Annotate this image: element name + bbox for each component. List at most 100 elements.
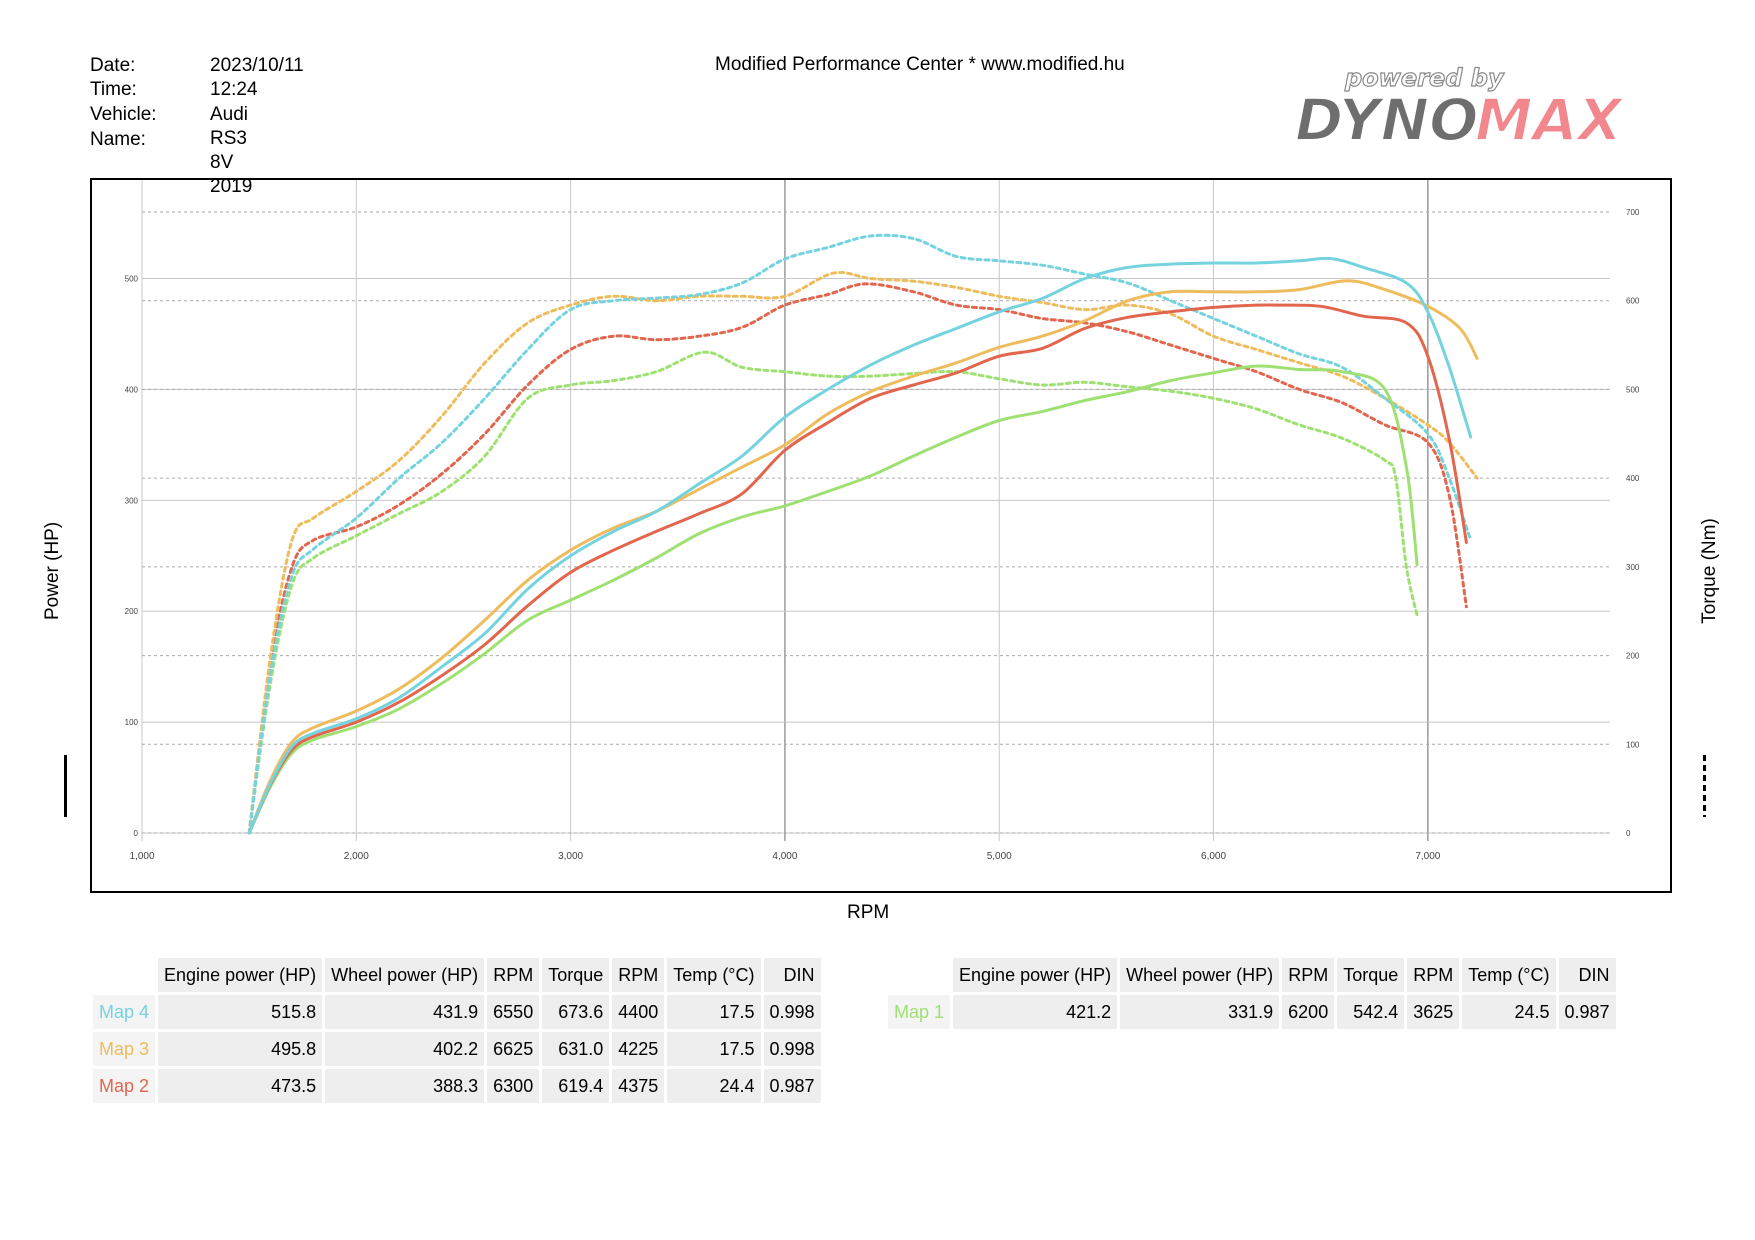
table-header-cell: Temp (°C) xyxy=(1462,958,1556,992)
value-cell: 6300 xyxy=(487,1069,540,1103)
date-label: Date: xyxy=(90,55,136,76)
results-table-right: Engine power (HP) Wheel power (HP) RPM Torq… xyxy=(885,955,1619,1032)
legend-dashed-line-icon xyxy=(1703,755,1706,817)
y-right-tick-label: 100 xyxy=(1626,740,1640,749)
date-value: 2023/10/11 xyxy=(210,55,304,76)
table-header-cell: RPM xyxy=(487,958,540,992)
y-right-tick-label: 0 xyxy=(1626,829,1631,838)
x-tick-label: 4,000 xyxy=(772,851,797,862)
value-cell: 6550 xyxy=(487,995,540,1029)
table-row: Map 4 515.8 431.9 6550 673.6 4400 17.5 0.998 xyxy=(93,995,821,1029)
logo-brand-max: MAX xyxy=(1475,86,1626,152)
table-header-cell: DIN xyxy=(763,958,821,992)
table-header-cell: Wheel power (HP) xyxy=(1120,958,1280,992)
y-axis-right-label: Torque (Nm) xyxy=(1699,518,1720,624)
table-header-blank xyxy=(93,958,155,992)
logo-powered-by: powered by xyxy=(1344,64,1505,92)
table-header-cell: RPM xyxy=(612,958,665,992)
value-cell: 473.5 xyxy=(158,1069,323,1103)
value-cell: 0.998 xyxy=(763,995,821,1029)
y-left-tick-label: 400 xyxy=(125,385,139,394)
value-cell: 0.987 xyxy=(763,1069,821,1103)
map-name-cell: Map 3 xyxy=(93,1032,156,1066)
time-value: 12:24 xyxy=(210,79,258,100)
value-cell: 4225 xyxy=(612,1032,665,1066)
table-header-cell: DIN xyxy=(1558,958,1616,992)
y-left-tick-label: 300 xyxy=(125,496,139,505)
x-tick-label: 7,000 xyxy=(1415,851,1440,862)
map-2-power-curve xyxy=(247,303,1468,835)
value-cell: 3625 xyxy=(1407,995,1460,1029)
y-left-tick-label: 200 xyxy=(125,607,139,616)
value-cell: 431.9 xyxy=(325,995,485,1029)
dynomax-logo: powered by DYNO MAX xyxy=(1295,63,1627,152)
map-1-torque-curve xyxy=(247,350,1419,835)
value-cell: 515.8 xyxy=(158,995,323,1029)
value-cell: 4400 xyxy=(612,995,665,1029)
value-cell: 17.5 xyxy=(667,1032,761,1066)
chart-canvas: 1,000 2,000 3,000 4,000 5,000 6,000 7,000 0 100 2… xyxy=(125,180,1640,862)
value-cell: 421.2 xyxy=(953,995,1118,1029)
value-cell: 673.6 xyxy=(542,995,610,1029)
y-right-tick-label: 600 xyxy=(1626,297,1640,306)
value-cell: 6200 xyxy=(1282,995,1335,1029)
value-cell: 6625 xyxy=(487,1032,540,1066)
logo-brand-dyno: DYNO xyxy=(1295,86,1479,152)
vehicle-value: Audi RS3 8V 2019 xyxy=(210,104,253,197)
y-axis-left-label: Power (HP) xyxy=(42,521,63,620)
table-header-cell: Wheel power (HP) xyxy=(325,958,485,992)
vehicle-label: Vehicle: xyxy=(90,104,157,125)
dyno-chart: 1,000 2,000 3,000 4,000 5,000 6,000 7,000 0 100 2… xyxy=(90,178,1672,893)
table-header-cell: RPM xyxy=(1407,958,1460,992)
map-3-torque-curve xyxy=(247,271,1479,835)
y-right-tick-label: 200 xyxy=(1626,652,1640,661)
x-tick-label: 2,000 xyxy=(344,851,369,862)
table-row: Map 3 495.8 402.2 6625 631.0 4225 17.5 0.998 xyxy=(93,1032,821,1066)
table-header-cell: Engine power (HP) xyxy=(953,958,1118,992)
grid-layer xyxy=(141,180,1610,841)
y-right-tick-label: 500 xyxy=(1626,385,1640,394)
x-axis-label: RPM xyxy=(847,902,890,923)
y-right-tick-label: 400 xyxy=(1626,474,1640,483)
map-1-power-curve xyxy=(247,364,1419,835)
map-3-power-curve xyxy=(247,279,1479,835)
map-name-cell: Map 1 xyxy=(888,995,951,1029)
y-left-tick-label: 0 xyxy=(134,829,139,838)
x-tick-label: 5,000 xyxy=(987,851,1012,862)
value-cell: 631.0 xyxy=(542,1032,610,1066)
legend-solid-line-icon xyxy=(64,755,67,817)
x-tick-label: 6,000 xyxy=(1201,851,1226,862)
value-cell: 388.3 xyxy=(325,1069,485,1103)
value-cell: 24.5 xyxy=(1462,995,1556,1029)
table-header-row: Engine power (HP) Wheel power (HP) RPM Torq… xyxy=(888,958,1616,992)
value-cell: 24.4 xyxy=(667,1069,761,1103)
table-header-cell: Temp (°C) xyxy=(667,958,761,992)
table-header-cell: Torque xyxy=(542,958,610,992)
table-row: Map 2 473.5 388.3 6300 619.4 4375 24.4 0.987 xyxy=(93,1069,821,1103)
map-2-torque-curve xyxy=(247,282,1468,835)
value-cell: 495.8 xyxy=(158,1032,323,1066)
y-left-tick-label: 100 xyxy=(125,718,139,727)
value-cell: 331.9 xyxy=(1120,995,1280,1029)
value-cell: 402.2 xyxy=(325,1032,485,1066)
map-4-power-curve xyxy=(247,256,1473,835)
x-tick-label: 1,000 xyxy=(129,851,154,862)
table-header-cell: Torque xyxy=(1337,958,1405,992)
series-layer xyxy=(247,233,1479,835)
table-header-blank xyxy=(888,958,950,992)
x-tick-label: 3,000 xyxy=(558,851,583,862)
table-row: Map 1 421.2 331.9 6200 542.4 3625 24.5 0.987 xyxy=(888,995,1616,1029)
value-cell: 17.5 xyxy=(667,995,761,1029)
results-table-left: Engine power (HP) Wheel power (HP) RPM Torq… xyxy=(90,955,824,1106)
y-right-tick-label: 700 xyxy=(1626,208,1640,217)
tick-layer: 1,000 2,000 3,000 4,000 5,000 6,000 7,000 0 100 2… xyxy=(125,208,1640,862)
value-cell: 619.4 xyxy=(542,1069,610,1103)
value-cell: 4375 xyxy=(612,1069,665,1103)
table-header-cell: RPM xyxy=(1282,958,1335,992)
value-cell: 542.4 xyxy=(1337,995,1405,1029)
map-4-torque-curve xyxy=(247,233,1473,835)
time-label: Time: xyxy=(90,79,137,100)
table-header-cell: Engine power (HP) xyxy=(158,958,323,992)
y-left-tick-label: 500 xyxy=(125,275,139,284)
table-header-row: Engine power (HP) Wheel power (HP) RPM Torq… xyxy=(93,958,821,992)
